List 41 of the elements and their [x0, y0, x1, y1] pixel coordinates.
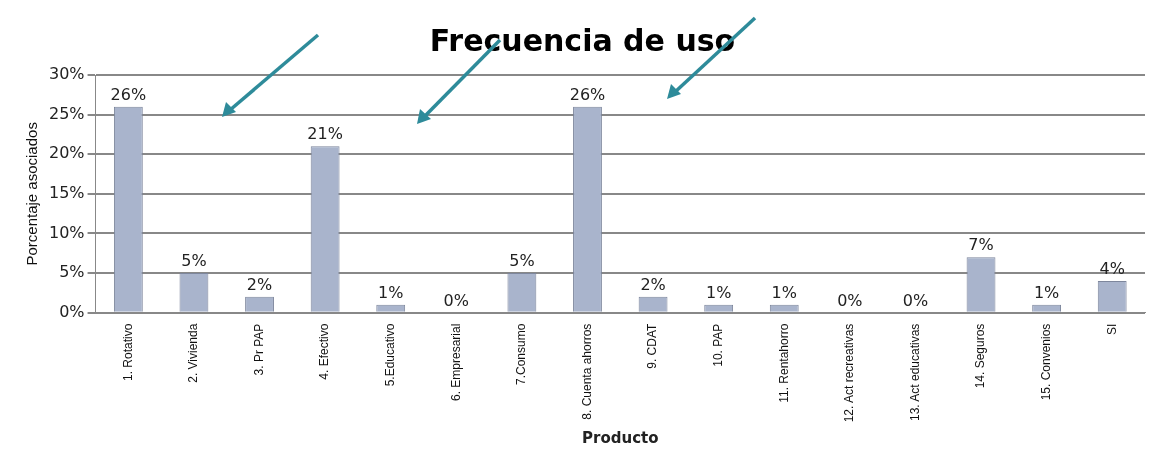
data-label: 0% [443, 290, 469, 310]
y-tick-label: 5% [59, 262, 85, 282]
data-label: 21% [307, 124, 343, 144]
y-axis-title: Porcentaje asociados [23, 122, 41, 266]
x-tick-label: 2. Vivienda [186, 323, 201, 383]
y-tick-label: 0% [59, 301, 85, 321]
x-tick-label: 11. Rentahorro [776, 323, 791, 403]
y-tick-label: 20% [49, 143, 85, 163]
data-label: 2% [246, 274, 273, 294]
data-label: 2% [640, 274, 666, 294]
x-tick-label: 15. Convenios [1038, 323, 1053, 401]
x-tick-label: 6. Empresarial [448, 323, 463, 401]
x-tick-label: 14. Seguros [973, 323, 988, 389]
y-tick-label: 25% [49, 103, 85, 123]
x-tick-label: 10. PAP [710, 323, 725, 367]
x-axis-title: Producto [582, 428, 659, 447]
x-tick-label: 13. Act educativas [907, 323, 922, 422]
data-label: 4% [1099, 259, 1125, 279]
data-label: 0% [837, 290, 863, 310]
data-label: 26% [110, 84, 147, 104]
x-tick-label: 3. Pr PAP [251, 323, 266, 376]
data-label: 1% [771, 282, 797, 302]
y-tick-label: 15% [49, 182, 85, 202]
data-label: 26% [569, 84, 606, 104]
data-label: 1% [1033, 282, 1060, 302]
data-label: 5% [509, 251, 535, 271]
y-tick-label: 30% [49, 64, 85, 84]
data-label: 5% [181, 251, 207, 271]
y-tick-label: 10% [49, 222, 85, 242]
x-tick-label: 4. Efectivo [317, 323, 332, 380]
x-tick-label: 7.Consumo [514, 323, 529, 385]
x-tick-label: SI [1104, 323, 1119, 335]
data-label: 1% [378, 282, 404, 302]
x-tick-label: 5.Educativo [383, 323, 398, 387]
data-label: 0% [902, 290, 929, 310]
data-label: 7% [968, 235, 994, 255]
x-tick-label: 1. Rotativo [120, 323, 135, 381]
x-tick-label: 9. CDAT [645, 322, 660, 369]
data-label: 1% [705, 282, 732, 302]
x-tick-label: 12. Act recreativas [842, 323, 857, 423]
x-tick-label: 8. Cuenta ahorros [579, 323, 594, 420]
